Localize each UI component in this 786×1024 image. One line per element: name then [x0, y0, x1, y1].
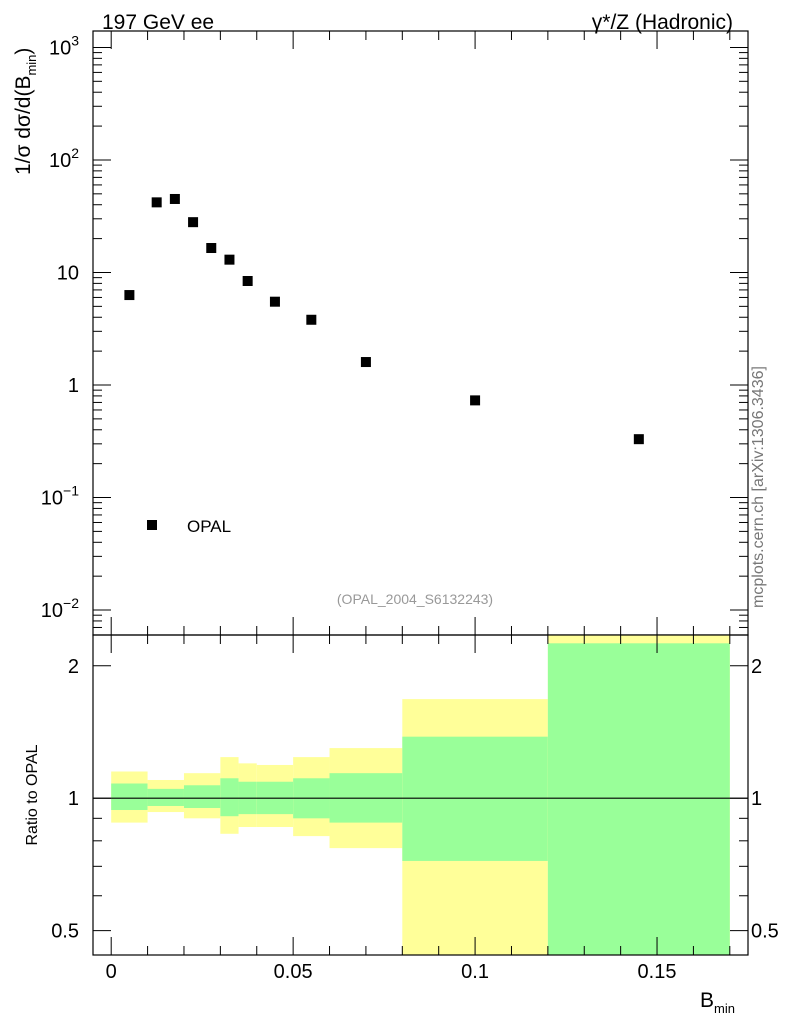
band-inner: [183, 785, 221, 808]
ratio-y-tick-label-right: 1: [751, 788, 762, 810]
watermark-text: mcplots.cern.ch [arXiv:1306.3436]: [750, 366, 767, 608]
data-point: [169, 193, 180, 204]
data-point: [151, 197, 162, 208]
main-y-axis-label: 1/σ dσ/d(Bmin): [12, 48, 39, 175]
ratio-frame: [92, 634, 749, 956]
ratio-bands: [111, 635, 730, 955]
ratio-y-tick-label: 0.5: [51, 921, 79, 943]
ratio-y-tick-label-right: 0.5: [751, 921, 779, 943]
band-inner: [402, 736, 548, 861]
data-point: [306, 314, 317, 325]
data-point: [470, 395, 481, 406]
data-point: [633, 434, 644, 445]
ratio-y-axis-label: Ratio to OPAL: [24, 744, 41, 845]
band-inner: [547, 643, 730, 955]
y-tick-label: 10: [57, 262, 79, 284]
x-axis-label: Bmin: [700, 989, 735, 1016]
legend-marker: [147, 520, 157, 530]
data-point: [188, 217, 199, 228]
header-left: 197 GeV ee: [102, 11, 214, 34]
data-point: [269, 296, 280, 307]
data-point: [242, 276, 253, 287]
main-data-points: [124, 193, 644, 445]
band-inner: [111, 783, 148, 811]
ratio-y-tick-labels: 2 2 1 1 0.5 0.5: [51, 656, 779, 943]
band-inner: [147, 788, 184, 806]
main-frame: [92, 30, 749, 636]
x-tick-label: 0.05: [274, 961, 313, 983]
header-right: γ*/Z (Hadronic): [592, 11, 733, 34]
y-tick-label: 102: [49, 145, 79, 172]
data-point: [206, 243, 217, 254]
x-tick-label: 0: [106, 961, 117, 983]
data-point: [224, 254, 235, 265]
y-tick-label: 10−2: [41, 595, 79, 622]
y-tick-label: 10−1: [41, 483, 79, 510]
x-tick-label: 0.15: [638, 961, 677, 983]
ratio-panel: 2 2 1 1 0.5 0.5 0 0.05 0.1 0.15 Ratio to OPAL Bm…: [24, 634, 779, 1016]
ratio-axis-ticks: [93, 635, 748, 955]
ratio-y-tick-label: 1: [68, 788, 79, 810]
x-tick-label: 0.1: [461, 961, 489, 983]
y-tick-label: 1: [68, 375, 79, 397]
analysis-tag: (OPAL_2004_S6132243): [337, 591, 493, 607]
main-axis-ticks: [93, 31, 748, 636]
ratio-y-tick-label-right: 2: [751, 656, 762, 678]
ratio-y-tick-label: 2: [68, 656, 79, 678]
band-inner: [220, 778, 239, 817]
data-point: [360, 357, 371, 368]
legend-label: OPAL: [187, 517, 231, 536]
x-tick-labels: 0 0.05 0.1 0.15: [106, 961, 677, 983]
data-point: [124, 290, 135, 301]
y-tick-label: 103: [49, 32, 79, 59]
